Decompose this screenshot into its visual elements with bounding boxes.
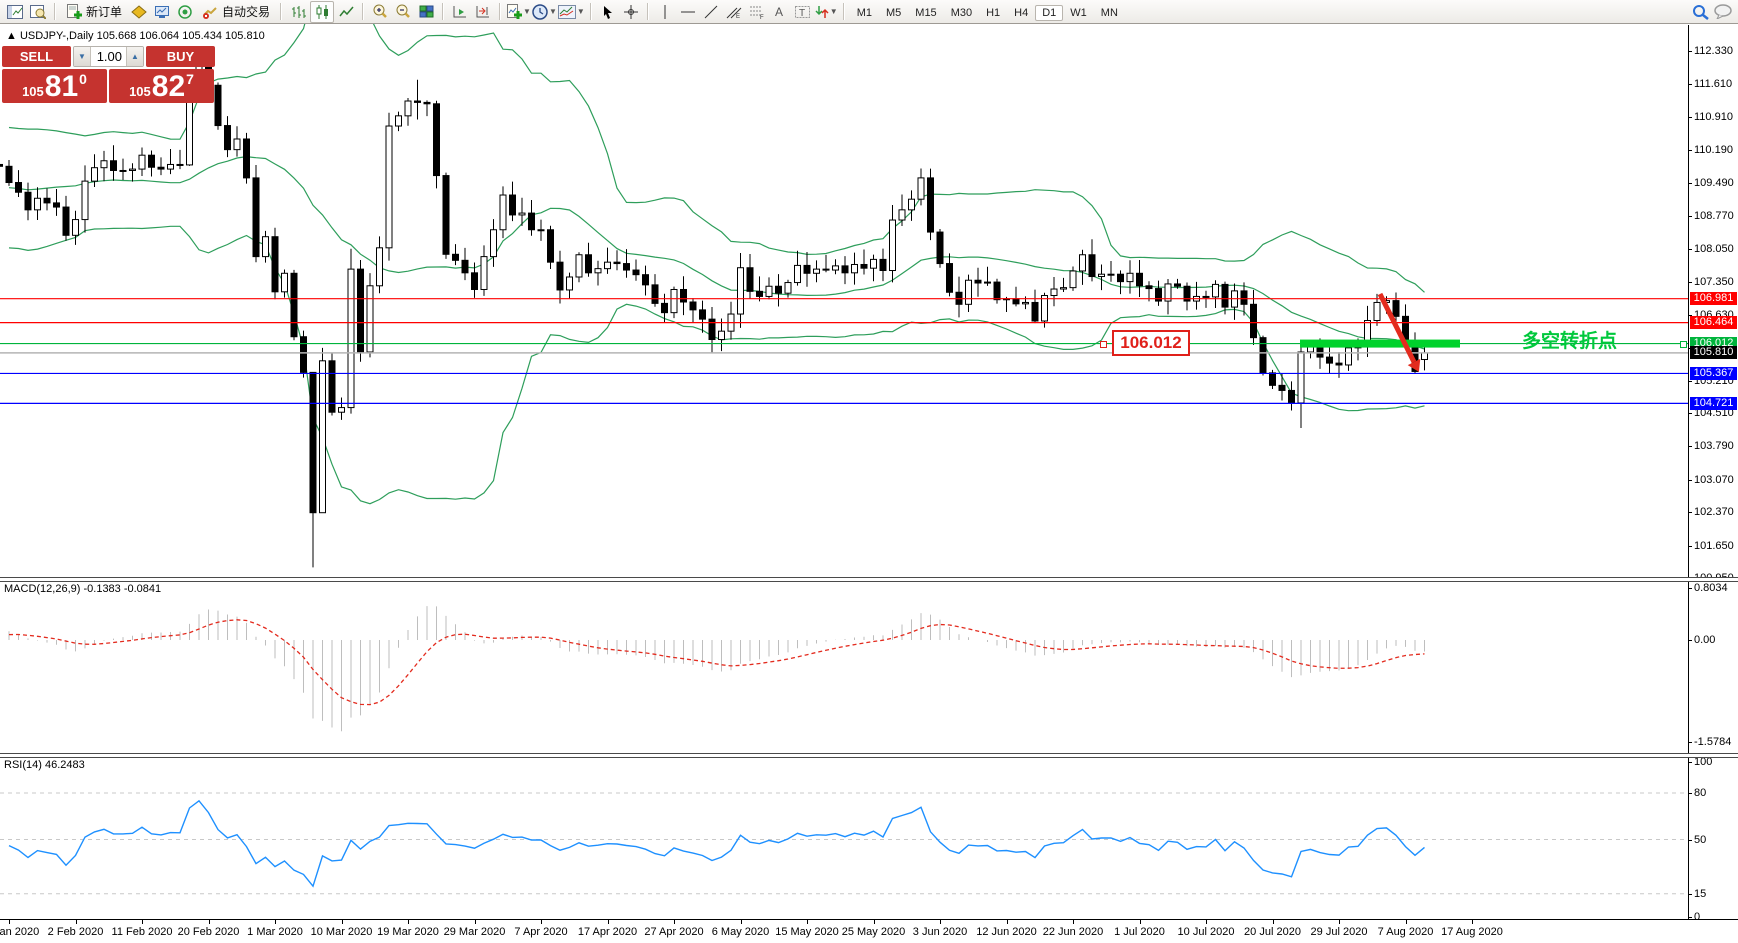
date-axis-separator (0, 919, 1738, 920)
tile-windows-icon[interactable] (415, 2, 437, 22)
terminal-icon[interactable] (151, 2, 173, 22)
periods-dropdown-arrow[interactable]: ▼ (548, 7, 557, 16)
sell-price-quote[interactable]: 105 81 0 (2, 69, 107, 103)
candlestick-chart-icon[interactable] (310, 0, 335, 23)
chart-shift-icon[interactable] (472, 2, 494, 22)
price-axis-line (1688, 25, 1689, 919)
indicators-icon[interactable]: ▼ (506, 2, 531, 22)
trendline-anchor-handle[interactable] (1680, 341, 1687, 348)
svg-text:E: E (736, 14, 740, 19)
timeframe-H4[interactable]: H4 (1014, 6, 1029, 19)
horizontal-line-icon[interactable] (677, 2, 699, 22)
arrows-icon[interactable]: ▼ (815, 2, 838, 22)
vertical-line-icon[interactable] (654, 2, 676, 22)
strategy-tester-icon[interactable] (174, 2, 196, 22)
zoom-out-icon[interactable] (392, 2, 414, 22)
timeframe-M5[interactable]: M5 (886, 6, 902, 19)
channel-icon[interactable]: E (723, 2, 745, 22)
title-collapse-marker[interactable]: ▲ (6, 30, 17, 42)
sell-price-pipette: 0 (79, 71, 87, 87)
zoom-in-icon[interactable] (369, 2, 391, 22)
volume-input[interactable]: 1.00 (96, 49, 122, 64)
timeframe-M15[interactable]: M15 (915, 6, 937, 19)
svg-text:A: A (775, 5, 783, 18)
volume-decrease-button[interactable]: ▼ (74, 47, 91, 66)
buy-price-pipette: 7 (186, 71, 194, 87)
svg-text:T: T (799, 8, 805, 19)
timeframe-M30[interactable]: M30 (950, 6, 973, 19)
arrows-dropdown-arrow[interactable]: ▼ (829, 7, 838, 16)
timeframe-MN[interactable]: MN (1100, 6, 1118, 19)
trend-note-text[interactable]: 多空转折点 (1522, 331, 1618, 352)
buy-button[interactable]: BUY (146, 46, 215, 67)
one-click-trade-panel: SELL ▼ 1.00 ▲ BUY 105 81 0 105 82 7 (2, 46, 215, 103)
templates-dropdown-arrow[interactable]: ▼ (576, 7, 585, 16)
cursor-icon[interactable] (597, 2, 619, 22)
buy-price-pips: 82 (151, 70, 186, 103)
volume-increase-button[interactable]: ▲ (126, 47, 143, 66)
timeframe-group: M1 M5 M15 M30 H1 H4 D1 W1 MN (850, 3, 1125, 21)
auto-scroll-icon[interactable] (449, 2, 471, 22)
sell-button[interactable]: SELL (2, 46, 71, 67)
new-order-button[interactable]: 新订单 (61, 2, 127, 22)
autotrading-label: 自动交易 (222, 5, 271, 19)
sell-price-pips: 81 (44, 70, 79, 103)
metaeditor-icon[interactable] (128, 2, 150, 22)
text-icon[interactable]: A (769, 2, 791, 22)
fibonacci-icon[interactable]: F (746, 2, 768, 22)
new-order-label: 新订单 (86, 5, 123, 19)
periods-icon[interactable]: ▼ (532, 2, 557, 22)
volume-stepper: ▼ 1.00 ▲ (73, 46, 144, 67)
timeframe-W1[interactable]: W1 (1070, 6, 1087, 19)
chat-icon[interactable] (1712, 2, 1734, 22)
trendline-icon[interactable] (700, 2, 722, 22)
rsi-pane-separator[interactable] (0, 753, 1738, 758)
buy-price-base: 105 (129, 84, 151, 99)
autotrading-button[interactable]: 自动交易 (197, 2, 275, 22)
timeframe-H1[interactable]: H1 (986, 6, 1001, 19)
templates-icon[interactable]: ▼ (557, 2, 585, 22)
callout-anchor-handle[interactable] (1100, 341, 1107, 348)
macd-indicator-label: MACD(12,26,9) -0.1383 -0.0841 (4, 583, 162, 595)
indicators-dropdown-arrow[interactable]: ▼ (523, 7, 531, 16)
search-icon[interactable] (1689, 2, 1711, 22)
chart-ohlc-values: 105.668 106.064 105.434 105.810 (96, 30, 265, 42)
timeframe-M1[interactable]: M1 (856, 6, 872, 19)
toolbar: 新订单 自动交易 ▼ ▼ ▼ E F A T ▼ M1 M5 M15 M30 H1 H4 D… (0, 0, 1738, 24)
new-chart-icon[interactable] (4, 2, 26, 22)
crosshair-icon[interactable] (620, 2, 642, 22)
buy-price-quote[interactable]: 105 82 7 (109, 69, 214, 103)
bars-chart-icon[interactable] (287, 2, 309, 22)
svg-text:F: F (760, 15, 764, 19)
macd-pane-separator[interactable] (0, 577, 1738, 582)
sell-price-base: 105 (22, 84, 44, 99)
timeframe-D1[interactable]: D1 (1035, 4, 1064, 21)
text-label-icon[interactable]: T (792, 2, 814, 22)
chart-title: ▲ USDJPY-,Daily 105.668 106.064 105.434 … (6, 30, 265, 42)
line-chart-icon[interactable] (335, 2, 357, 22)
profiles-icon[interactable] (27, 2, 49, 22)
price-callout-label[interactable]: 106.012 (1112, 330, 1190, 356)
rsi-indicator-label: RSI(14) 46.2483 (4, 759, 85, 771)
chart-symbol-period: USDJPY-,Daily (19, 30, 94, 42)
